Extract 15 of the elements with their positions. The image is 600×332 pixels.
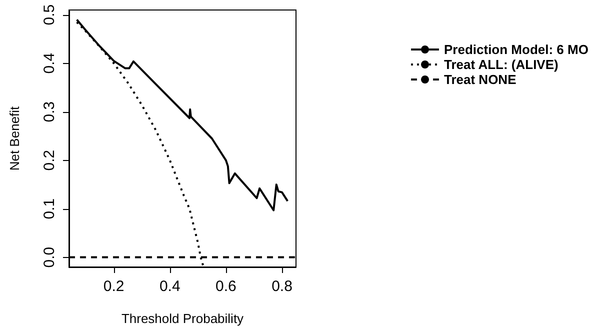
legend-label: Treat NONE: [444, 72, 517, 87]
legend-label: Treat ALL: (ALIVE): [444, 57, 558, 72]
y-tick-label: 0.2: [41, 150, 58, 171]
y-tick-label: 0.4: [41, 52, 58, 74]
x-tick-label: 0.2: [103, 278, 124, 295]
y-tick-label: 0.5: [41, 4, 58, 26]
x-tick-label: 0.4: [159, 278, 180, 295]
y-tick-label: 0.3: [41, 101, 58, 122]
y-tick-label: 0.0: [41, 246, 58, 268]
legend-label: Prediction Model: 6 MO: [444, 42, 588, 57]
y-tick-label: 0.1: [41, 198, 58, 220]
x-axis-title: Threshold Probability: [121, 311, 244, 326]
x-tick-label: 0.6: [216, 278, 236, 295]
x-tick-label: 0.8: [272, 278, 292, 295]
y-axis-title: Net Benefit: [7, 106, 22, 171]
